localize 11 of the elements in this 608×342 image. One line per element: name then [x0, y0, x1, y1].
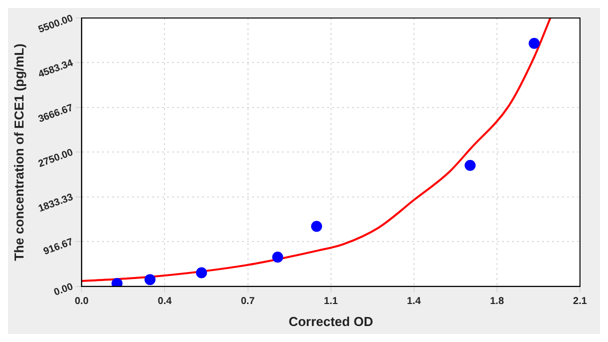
x-tick-label: 0.0: [74, 296, 90, 308]
x-tick-label: 1.4: [406, 296, 422, 308]
y-tick-label: 916.67: [42, 236, 76, 258]
x-tick-label: 2.1: [573, 296, 588, 308]
x-tick-label: 1.1: [324, 296, 338, 308]
x-tick-label: 0.4: [158, 296, 172, 308]
x-tick-label: 1.8: [490, 296, 504, 308]
x-tick-label: 0.7: [240, 296, 256, 308]
x-axis-title: Corrected OD: [288, 314, 374, 329]
y-tick-label: 0.00: [52, 281, 76, 298]
y-axis-title: The concentration of ECE1 (pg/mL): [11, 43, 26, 261]
